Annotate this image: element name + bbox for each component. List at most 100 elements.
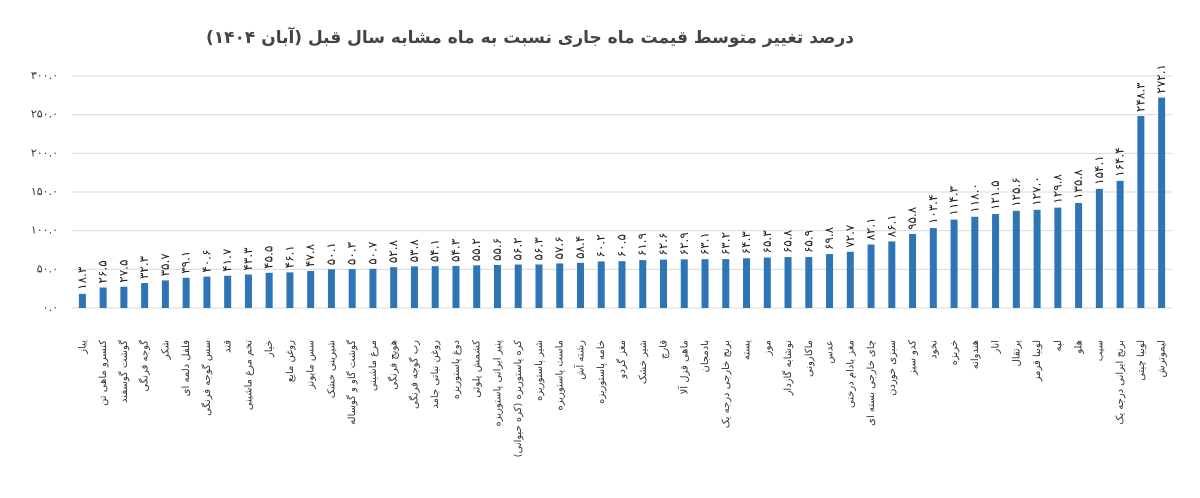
bar (265, 272, 273, 308)
bar (161, 280, 169, 308)
x-tick-label: هندوانه (970, 340, 981, 369)
y-tick-label: ۰.۰ (43, 301, 58, 314)
x-tick-label: روغن مایع (285, 340, 296, 382)
x-tick-label: گوجه فرنگی (139, 340, 151, 392)
x-tick-label: خامه پاستوریزه (596, 340, 607, 404)
value-label: ۵۴.۳ (448, 238, 462, 262)
value-label: ۵۰.۷ (365, 241, 379, 265)
value-label: ۲۶.۵ (96, 260, 110, 283)
x-tick-label: ماهی قزل آلا (677, 340, 690, 394)
bar (1116, 180, 1124, 308)
value-label: ۴۷.۸ (303, 243, 317, 267)
value-label: ۱۲۷.۰ (1030, 176, 1044, 206)
bar (950, 219, 958, 308)
x-tick-label: رشته آش (573, 340, 586, 380)
bar (992, 214, 1000, 308)
bar (1033, 209, 1041, 308)
x-tick-label: موز (762, 340, 773, 356)
bar (784, 257, 792, 308)
bar (452, 266, 460, 308)
value-label: ۶۹.۸ (822, 226, 836, 250)
x-tick-label: بادمجان (700, 340, 711, 373)
value-label: ۶۲.۶ (656, 232, 670, 255)
y-tick-label: ۱۰۰.۰ (31, 224, 58, 237)
bar (743, 258, 751, 308)
x-tick-label: تخم مرغ ماشینی (243, 340, 254, 410)
bar (327, 269, 335, 308)
value-label: ۵۲.۸ (386, 239, 400, 263)
x-tick-label: رب گوجه فرنگی (408, 340, 420, 409)
x-tick-label: سبزی خوردن (887, 340, 898, 396)
value-label: ۱۵۴.۱ (1092, 155, 1106, 185)
value-label: ۵۶.۲ (511, 237, 525, 260)
value-label: ۶۰.۵ (615, 234, 629, 257)
bar (576, 262, 584, 308)
bar (431, 266, 439, 308)
x-tick-label: شیر خشک (638, 340, 649, 384)
value-label: ۸۶.۱ (884, 214, 898, 237)
bar (390, 267, 398, 308)
x-tick-label: لوبیا چیتی (1136, 340, 1147, 381)
value-label: ۱۲۹.۸ (1050, 173, 1064, 203)
x-tick-label: هویج فرنگی (388, 340, 400, 390)
value-label: ۶۰.۲ (594, 234, 608, 257)
value-label: ۷۲.۷ (843, 224, 857, 248)
bar (639, 260, 647, 308)
bar (493, 265, 501, 308)
bar (307, 271, 315, 308)
bar (244, 274, 252, 308)
x-tick-label: نخود (928, 340, 939, 359)
bar (846, 251, 854, 308)
bar (971, 216, 979, 308)
value-label: ۱۸.۳ (75, 266, 89, 290)
bar (286, 272, 294, 308)
value-label: ۱۰۳.۴ (926, 194, 940, 224)
value-label: ۱۳۵.۸ (1071, 169, 1085, 199)
bar (1054, 207, 1062, 308)
value-label: ۹۵.۸ (905, 206, 919, 230)
value-label: ۵۰.۳ (345, 241, 359, 265)
bar (203, 276, 211, 308)
bar (141, 283, 149, 308)
x-tick-label: هلو (1074, 340, 1085, 355)
x-tick-label: لوبیا قرمز (1032, 340, 1043, 382)
x-tick-label: لپه (1053, 340, 1064, 351)
x-tick-label: انار (991, 340, 1002, 354)
x-tick-label: سس مایونز (306, 340, 317, 390)
value-label: ۱۱۴.۳ (947, 185, 961, 215)
bar (348, 269, 356, 308)
value-label: ۴۱.۷ (220, 248, 234, 272)
value-label: ۳۲.۳ (137, 255, 151, 279)
bar (535, 264, 543, 308)
bar (1075, 202, 1083, 308)
x-tick-label: برنج ایرانی درجه یک (1115, 340, 1126, 425)
y-tick-label: ۱۵۰.۰ (31, 185, 58, 198)
x-tick-label: گوشت گاو و گوساله (346, 340, 358, 425)
x-tick-label: خیار (264, 340, 275, 358)
bar (473, 265, 481, 308)
x-tick-label: چای خارجی بسته ای (866, 340, 877, 426)
x-tick-label: شیر پاستوریزه (534, 340, 545, 401)
value-label: ۱۲۱.۵ (988, 180, 1002, 210)
bar (120, 286, 128, 308)
value-label: ۴۳.۳ (241, 247, 255, 271)
x-tick-label: فلفل دلمه ای (181, 340, 192, 397)
bar (763, 257, 771, 308)
bar (826, 254, 834, 308)
value-label: ۳۵.۷ (158, 253, 172, 277)
value-label: ۴۰.۶ (199, 249, 213, 272)
bar (909, 233, 917, 308)
bar (722, 259, 730, 308)
bar (1137, 115, 1145, 309)
bar (680, 259, 688, 308)
value-label: ۵۷.۶ (552, 236, 566, 259)
value-label: ۱۶۴.۴ (1113, 147, 1127, 177)
bar (867, 244, 875, 308)
bar (1095, 188, 1103, 308)
x-tick-label: کشمش پلوئی (472, 340, 483, 398)
y-tick-label: ۵۰.۰ (37, 262, 58, 275)
value-label: ۵۸.۴ (573, 236, 587, 259)
bar (556, 263, 564, 308)
value-label: ۶۵.۹ (801, 230, 815, 253)
